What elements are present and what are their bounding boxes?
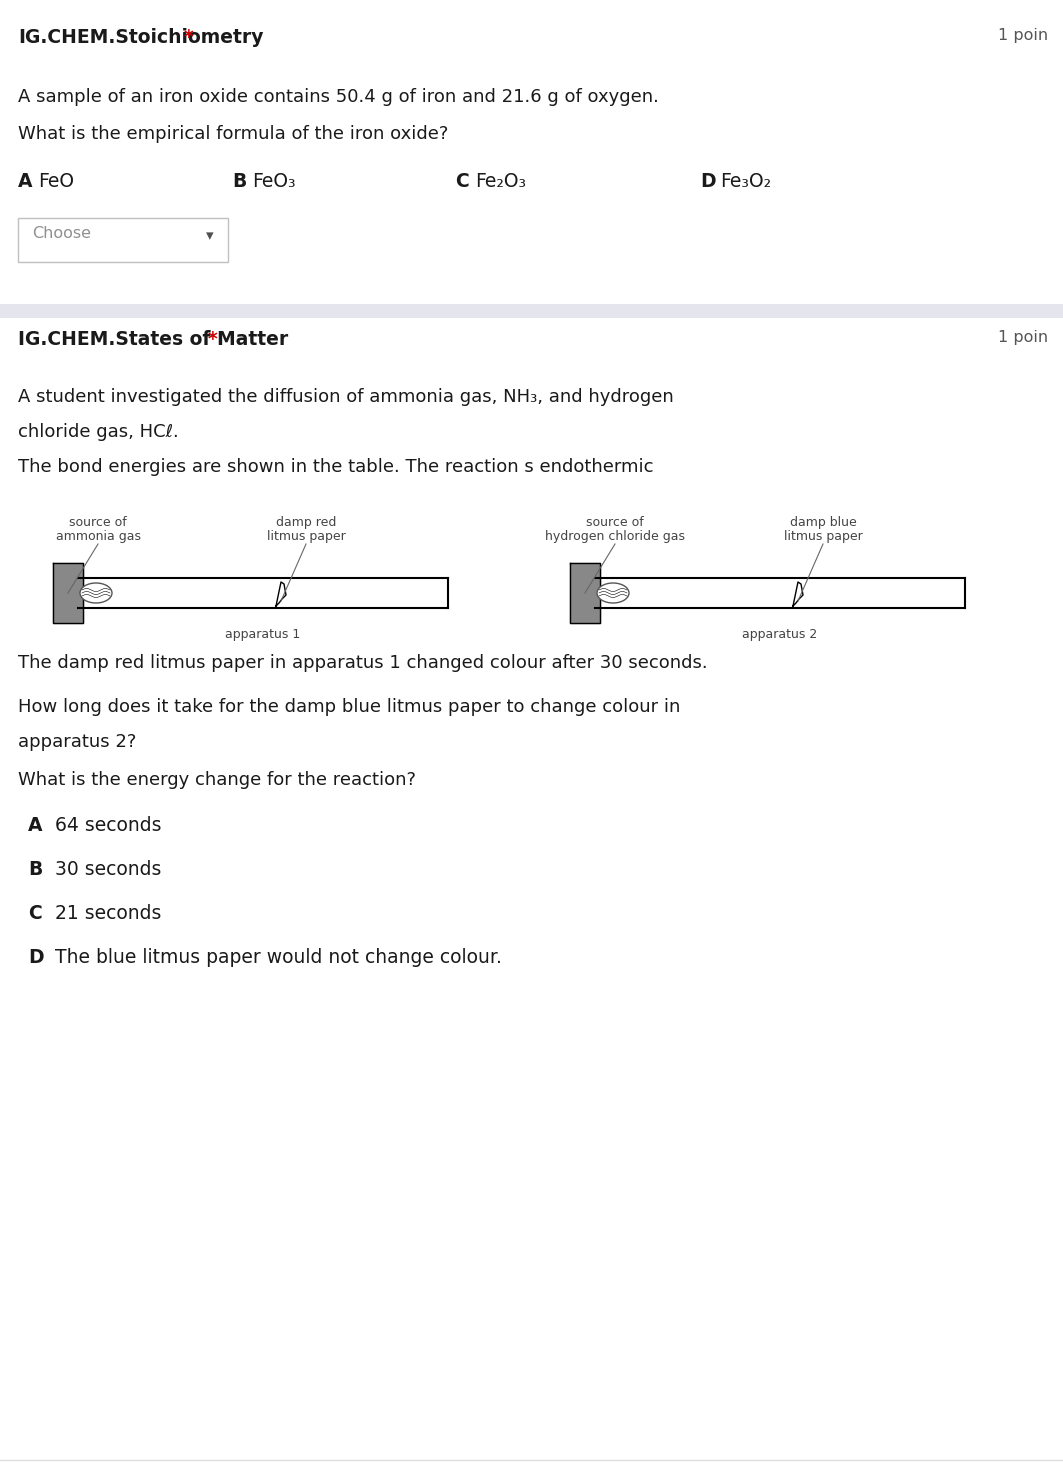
Text: 30 seconds: 30 seconds xyxy=(55,861,162,880)
Text: hydrogen chloride gas: hydrogen chloride gas xyxy=(545,530,685,543)
Bar xyxy=(595,579,965,608)
Polygon shape xyxy=(53,562,83,623)
Text: What is the energy change for the reaction?: What is the energy change for the reacti… xyxy=(18,770,416,790)
Text: ammonia gas: ammonia gas xyxy=(55,530,140,543)
Text: 21 seconds: 21 seconds xyxy=(55,903,162,922)
Text: The blue litmus paper would not change colour.: The blue litmus paper would not change c… xyxy=(55,948,502,967)
Text: IG.CHEM.States of Matter: IG.CHEM.States of Matter xyxy=(18,331,288,348)
Text: 64 seconds: 64 seconds xyxy=(55,816,162,835)
Text: D: D xyxy=(28,948,44,967)
Polygon shape xyxy=(793,582,803,607)
Text: What is the empirical formula of the iron oxide?: What is the empirical formula of the iro… xyxy=(18,125,449,143)
Polygon shape xyxy=(276,582,286,607)
Text: apparatus 2?: apparatus 2? xyxy=(18,734,136,751)
Text: apparatus 1: apparatus 1 xyxy=(225,627,301,641)
Text: source of: source of xyxy=(586,517,644,528)
Text: A: A xyxy=(28,816,43,835)
Text: FeO: FeO xyxy=(38,173,74,190)
Text: D: D xyxy=(701,173,715,190)
Text: The damp red litmus paper in apparatus 1 changed colour after 30 seconds.: The damp red litmus paper in apparatus 1… xyxy=(18,654,708,672)
Text: C: C xyxy=(28,903,41,922)
Text: The bond energies are shown in the table. The reaction s endothermic: The bond energies are shown in the table… xyxy=(18,458,654,475)
Text: chloride gas, HCℓ.: chloride gas, HCℓ. xyxy=(18,424,179,441)
Text: source of: source of xyxy=(69,517,126,528)
Text: 1 poin: 1 poin xyxy=(998,331,1048,345)
Text: Choose: Choose xyxy=(32,226,91,241)
Text: litmus paper: litmus paper xyxy=(267,530,345,543)
Text: A sample of an iron oxide contains 50.4 g of iron and 21.6 g of oxygen.: A sample of an iron oxide contains 50.4 … xyxy=(18,89,659,106)
Bar xyxy=(0,304,1063,317)
Ellipse shape xyxy=(597,583,629,604)
Text: B: B xyxy=(28,861,43,880)
Text: B: B xyxy=(232,173,247,190)
Text: *: * xyxy=(184,28,193,47)
Text: 1 poin: 1 poin xyxy=(998,28,1048,43)
Bar xyxy=(78,579,448,608)
Text: ▾: ▾ xyxy=(206,227,214,244)
Text: How long does it take for the damp blue litmus paper to change colour in: How long does it take for the damp blue … xyxy=(18,698,680,716)
Text: damp blue: damp blue xyxy=(790,517,857,528)
Text: damp red: damp red xyxy=(275,517,336,528)
Text: apparatus 2: apparatus 2 xyxy=(742,627,817,641)
Ellipse shape xyxy=(80,583,112,604)
Text: Fe₃O₂: Fe₃O₂ xyxy=(720,173,771,190)
Text: litmus paper: litmus paper xyxy=(783,530,862,543)
Text: FeO₃: FeO₃ xyxy=(252,173,296,190)
Text: *: * xyxy=(207,331,217,348)
Text: A student investigated the diffusion of ammonia gas, NH₃, and hydrogen: A student investigated the diffusion of … xyxy=(18,388,674,406)
FancyBboxPatch shape xyxy=(18,218,227,263)
Text: A: A xyxy=(18,173,33,190)
Text: C: C xyxy=(455,173,469,190)
Text: Fe₂O₃: Fe₂O₃ xyxy=(475,173,526,190)
Polygon shape xyxy=(570,562,600,623)
Text: IG.CHEM.Stoichiometry: IG.CHEM.Stoichiometry xyxy=(18,28,264,47)
